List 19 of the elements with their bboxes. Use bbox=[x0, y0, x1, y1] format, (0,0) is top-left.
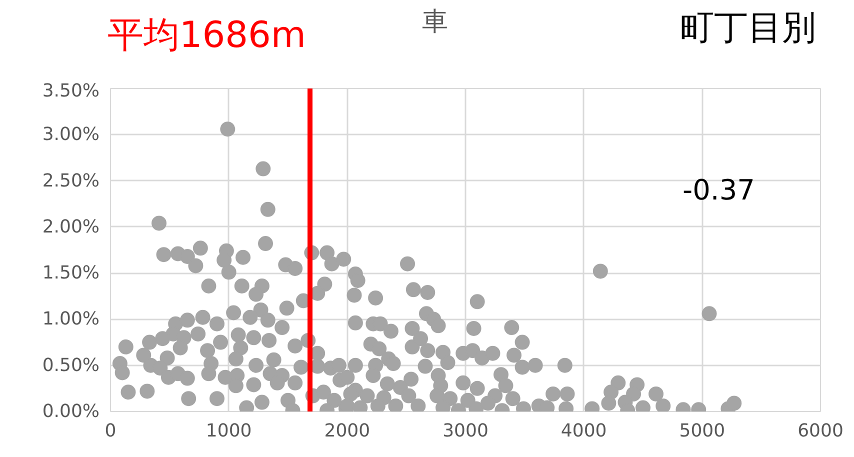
x-tick-label: 3000 bbox=[442, 420, 488, 442]
x-tick-label: 2000 bbox=[324, 420, 370, 442]
y-tick-label: 0.50% bbox=[42, 354, 100, 376]
y-tick-label: 1.50% bbox=[42, 262, 100, 284]
annotation: -0.37 bbox=[682, 174, 755, 206]
x-tick-label: 1000 bbox=[206, 420, 252, 442]
text: 車 bbox=[422, 6, 448, 39]
ref-line-label: 平均1686m bbox=[107, 14, 306, 58]
x-tick-label: 5000 bbox=[679, 420, 726, 442]
y-tick-label: 1.00% bbox=[42, 308, 100, 330]
y-tick-label: 3.50% bbox=[42, 80, 100, 102]
y-tick-label: 2.50% bbox=[42, 170, 100, 192]
y-tick-label: 3.00% bbox=[42, 124, 100, 146]
y-tick-label: 2.00% bbox=[42, 216, 100, 238]
text: 町丁目別 bbox=[680, 7, 816, 50]
y-tick-label: 0.00% bbox=[42, 401, 100, 422]
x-tick-label: 0 bbox=[104, 420, 116, 442]
x-tick-label: 6000 bbox=[798, 420, 844, 442]
x-tick-label: 4000 bbox=[560, 420, 607, 442]
